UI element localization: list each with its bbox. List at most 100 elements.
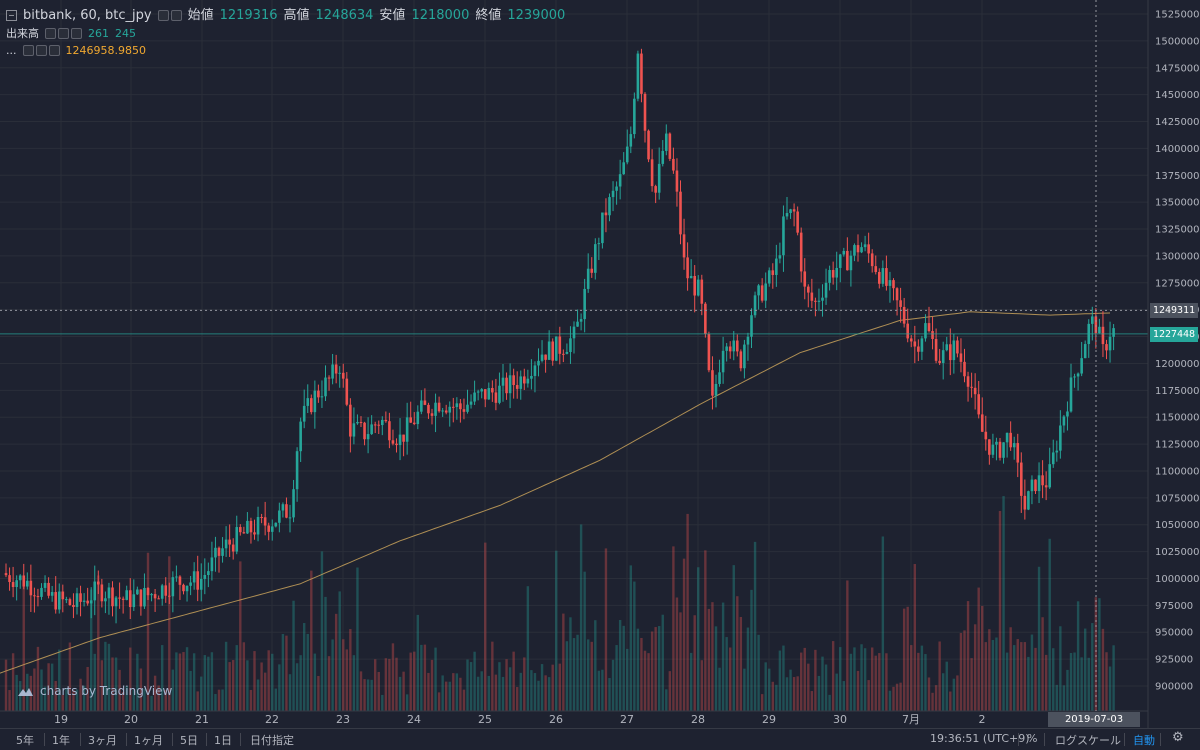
candle-body [991,444,995,455]
high-label: 高値 [283,8,310,23]
range-1d-button[interactable]: 1日 [214,734,232,747]
candle-body [633,98,636,135]
candle-body [665,133,668,151]
volume-bar [203,655,206,711]
volume-bar [100,660,104,711]
candle-body [906,323,909,339]
candle-body [57,591,61,610]
volume-bar [771,681,774,711]
volume-bar [796,676,799,711]
low-value: 1218000 [411,8,470,23]
range-5y-button[interactable]: 5年 [16,734,34,747]
auto-scale-toggle[interactable]: 自動 [1133,734,1155,747]
candle-body [423,400,427,405]
candle-body [313,390,317,413]
low-label: 安値 [379,8,406,23]
minus-square-icon[interactable] [6,10,17,21]
close-icon[interactable] [48,45,60,56]
series-controls[interactable] [157,10,182,21]
volume-bar [991,640,995,711]
settings-icon[interactable] [35,45,47,56]
volume-bar [604,548,608,711]
volume-value-2: 245 [115,27,136,40]
volume-bar [924,654,927,711]
volume-label[interactable]: 出来高 [6,27,39,40]
settings-icon[interactable] [58,28,69,39]
logo-text[interactable]: charts by TradingView [40,684,173,698]
percent-toggle[interactable]: % [1027,732,1038,745]
y-tick-label: 1025000 [1155,547,1200,558]
volume-bar [682,558,686,711]
volume-bar [917,652,920,711]
gear-icon[interactable]: ⚙ [1172,730,1184,745]
candle-body [1051,452,1055,465]
symbol-title[interactable]: bitbank, 60, btc_jpy [23,8,152,23]
candle-body [1105,344,1108,351]
candle-body [466,404,469,412]
price-axis[interactable]: 900000 925000 950000 975000 1000000 1025000 10… [1147,0,1200,728]
range-3m-button[interactable]: 3ヶ月 [88,734,117,747]
candle-body [778,255,782,259]
volume-controls[interactable] [45,28,82,39]
log-scale-toggle[interactable]: ログスケール [1055,734,1121,747]
volume-bar [1009,627,1012,711]
range-1y-button[interactable]: 1年 [52,734,70,747]
candle-body [331,364,334,379]
candle-body [675,170,679,192]
volume-bar [1098,598,1101,711]
volume-bar [143,688,146,711]
candle-body [480,389,483,392]
candle-body [221,548,224,556]
candle-body [68,599,72,605]
volume-bar [306,633,309,711]
candle-body [760,285,764,301]
range-1m-button[interactable]: 1ヶ月 [134,734,163,747]
candle-body [47,582,50,596]
candle-body [792,209,796,212]
candle-body [867,244,870,254]
candle-body [22,575,26,587]
settings-icon[interactable] [170,10,182,21]
volume-bar [491,641,494,711]
volume-bar [753,541,757,711]
ma-label[interactable]: ... [6,44,17,57]
eye-icon[interactable] [45,28,56,39]
volume-bar [132,690,135,711]
tradingview-logo[interactable]: charts by TradingView [16,684,172,698]
volume-bar [263,672,267,711]
volume-bar [405,694,409,711]
candle-body [828,270,831,283]
volume-bar [359,671,363,711]
candle-body [622,162,625,175]
range-5d-button[interactable]: 5日 [180,734,198,747]
time-axis[interactable]: 19 20 21 22 23 24 25 26 27 28 29 30 7月 2 [54,713,986,726]
candle-body [988,439,991,455]
candle-body [228,539,231,545]
ma-controls[interactable] [22,45,60,56]
volume-bar [1076,601,1080,711]
candle-body [704,303,707,334]
candle-body [821,297,824,301]
volume-bar [942,673,945,711]
volume-bar [8,690,11,711]
candle-body [579,319,583,322]
volume-bar [217,689,221,711]
date-range-button[interactable]: 日付指定 [250,734,294,747]
close-icon[interactable] [71,28,82,39]
candle-body [554,336,558,361]
candle-body [239,527,242,533]
chart-legend: bitbank, 60, btc_jpy 始値 1219316 高値 1248634… [6,6,565,59]
clock-readout[interactable]: 19:36:51 (UTC+9) [930,732,1030,745]
eye-icon[interactable] [157,10,169,21]
candle-body [920,338,924,352]
volume-bar [107,643,111,711]
volume-bar [938,641,941,711]
eye-icon[interactable] [22,45,34,56]
candle-body [512,375,515,386]
volume-bar [572,638,576,711]
candle-body [824,282,828,298]
volume-bar [636,628,640,711]
volume-bar [388,658,391,711]
candle-body [700,279,704,304]
